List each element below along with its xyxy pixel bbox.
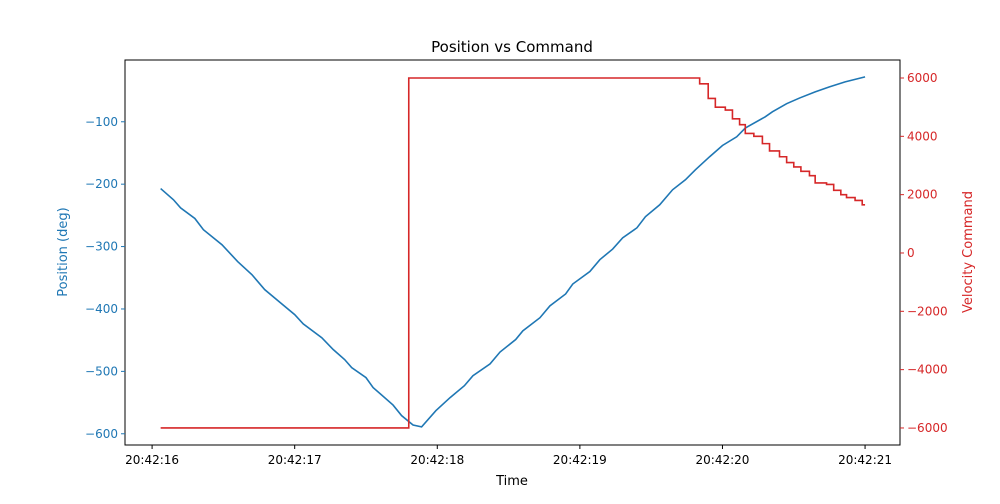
plot-area (160, 76, 866, 429)
x-tick-label: 20:42:18 (410, 453, 464, 467)
y2-tick-label: −6000 (907, 421, 948, 435)
y2-tick-label: 4000 (907, 129, 938, 143)
x-tick-label: 20:42:21 (838, 453, 892, 467)
y2-tick-label: 0 (907, 246, 915, 260)
velocity-command-series (160, 77, 866, 429)
x-tick-label: 20:42:16 (125, 453, 179, 467)
y-axis-label: Position (deg) (56, 207, 71, 296)
y2-tick-label: −2000 (907, 304, 948, 318)
y2-tick-label: 6000 (907, 71, 938, 85)
x-tick-label: 20:42:17 (268, 453, 322, 467)
x-tick-label: 20:42:20 (696, 453, 750, 467)
y-tick-label: −600 (85, 427, 118, 441)
plot-frame (124, 59, 901, 446)
y-tick-label: −500 (85, 364, 118, 378)
position-series (160, 76, 866, 428)
y-tick-label: −300 (85, 240, 118, 254)
y-tick-label: −400 (85, 302, 118, 316)
y-tick-label: −100 (85, 115, 118, 129)
y2-axis-label: Velocity Command (961, 191, 976, 313)
y-tick-label: −200 (85, 177, 118, 191)
y2-tick-label: 2000 (907, 188, 938, 202)
y2-tick-label: −4000 (907, 363, 948, 377)
x-axis-label: Time (495, 474, 528, 489)
x-tick-label: 20:42:19 (553, 453, 607, 467)
chart-title: Position vs Command (431, 38, 593, 56)
